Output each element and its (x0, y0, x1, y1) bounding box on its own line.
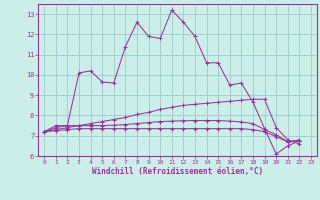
X-axis label: Windchill (Refroidissement éolien,°C): Windchill (Refroidissement éolien,°C) (92, 167, 263, 176)
